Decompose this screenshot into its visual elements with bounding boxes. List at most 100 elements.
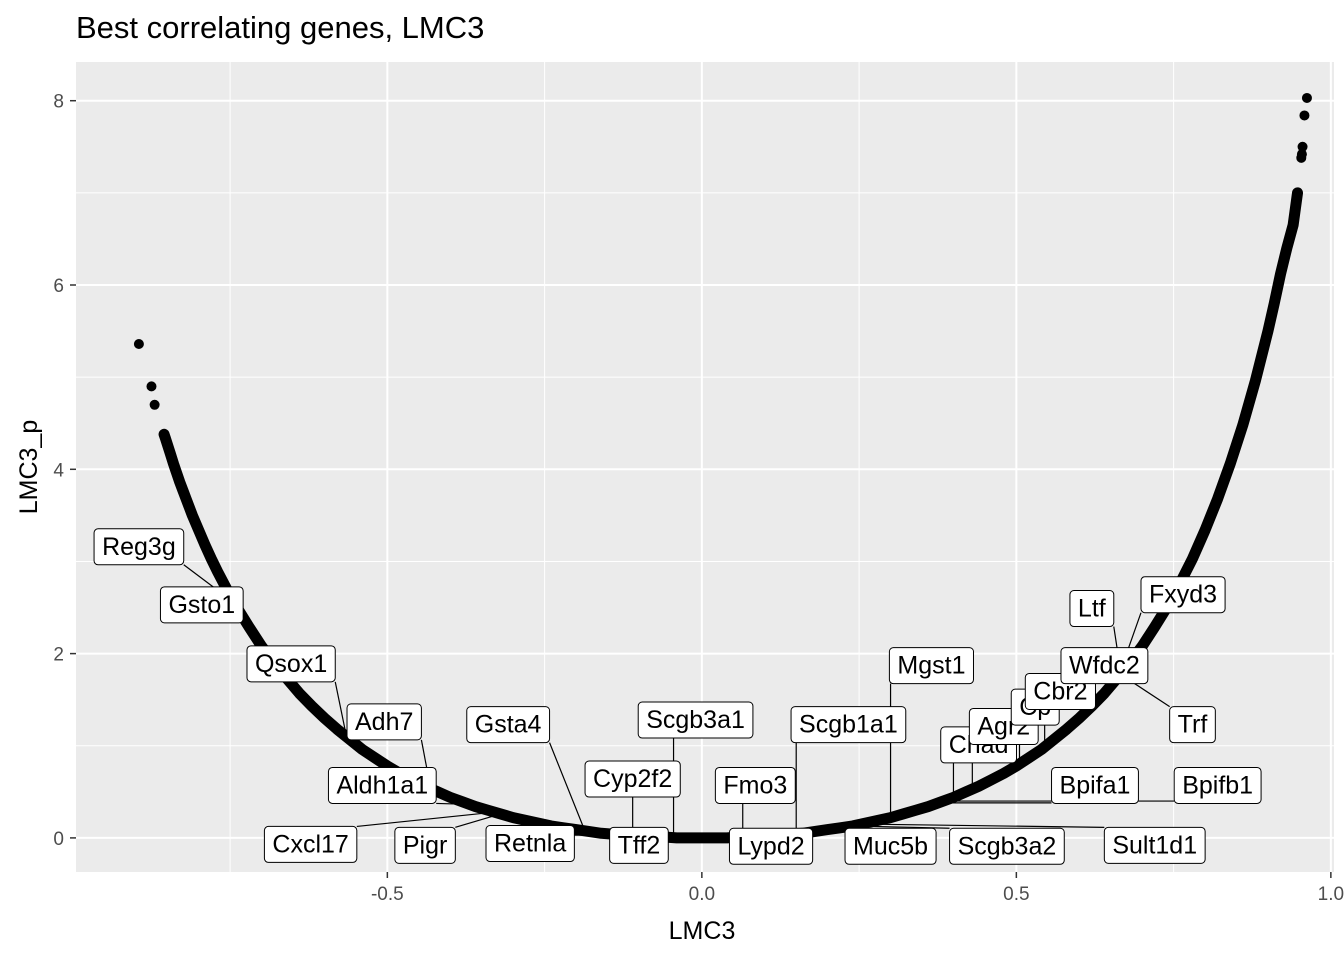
gene-label-ltf: Ltf (1069, 590, 1115, 628)
gene-label-lypd2: Lypd2 (728, 827, 814, 865)
data-point (508, 812, 519, 823)
data-point (1011, 761, 1022, 772)
gene-label-text: Cyp2f2 (593, 765, 672, 793)
gene-label-box (346, 703, 422, 741)
gene-label-box (1069, 590, 1115, 628)
data-point (133, 338, 144, 349)
gene-label-text: Scgb3a1 (646, 706, 745, 734)
data-point (193, 525, 204, 536)
gene-label-cxcl17: Cxcl17 (263, 825, 358, 863)
gene-label-text: Sult1d1 (1112, 831, 1197, 859)
gene-label-text: Reg3g (102, 533, 176, 561)
gene-label-trf: Trf (1169, 706, 1216, 744)
data-point (306, 701, 317, 712)
gene-label-text: Scgb1a1 (799, 711, 898, 739)
data-point (1296, 149, 1307, 160)
gene-label-text: Qsox1 (255, 650, 327, 678)
gene-label-box (637, 701, 754, 739)
gene-label-box (159, 586, 244, 624)
gene-label-text: Gsto1 (168, 591, 235, 619)
gene-label-retnla: Retnla (485, 825, 575, 863)
gene-label-box (1060, 647, 1149, 685)
data-point (1200, 525, 1211, 536)
data-point (520, 815, 531, 826)
gene-label-box (790, 706, 907, 744)
label-segment (356, 810, 504, 828)
gene-label-tff2: Tff2 (609, 826, 669, 864)
gene-label-box (327, 766, 437, 804)
data-point (1187, 553, 1198, 564)
data-point (218, 578, 229, 589)
data-point (709, 832, 720, 843)
gene-label-reg3g: Reg3g (93, 528, 185, 566)
x-axis-title: LMC3 (669, 917, 736, 945)
data-point (1301, 92, 1312, 103)
x-tick-label: 0.5 (1003, 884, 1029, 905)
gene-label-gsta4: Gsta4 (466, 706, 551, 744)
data-point (1281, 243, 1292, 254)
data-point (1269, 298, 1280, 309)
gene-label-scgb3a1: Scgb3a1 (637, 701, 754, 739)
gene-label-box (1103, 826, 1206, 864)
gene-label-text: Retnla (494, 830, 566, 858)
label-segment (242, 622, 253, 628)
data-point (596, 828, 607, 839)
gene-label-box (1051, 766, 1139, 804)
data-point (1036, 744, 1047, 755)
label-segment (455, 811, 508, 828)
data-point (1099, 688, 1110, 699)
data-point (696, 832, 707, 843)
gene-label-text: Fmo3 (723, 771, 787, 799)
data-point (1275, 268, 1286, 279)
data-point (165, 448, 176, 459)
gene-label-gsto1: Gsto1 (159, 586, 244, 624)
data-point (1250, 375, 1261, 386)
data-point (1237, 420, 1248, 431)
gene-label-box (1140, 576, 1226, 614)
gene-label-box (246, 645, 336, 683)
y-tick-label: 8 (53, 92, 64, 113)
data-point (174, 477, 185, 488)
label-segment (549, 742, 587, 833)
data-point (171, 467, 182, 478)
gene-label-adh7: Adh7 (346, 703, 422, 741)
data-point (923, 801, 934, 812)
gene-label-box (584, 760, 681, 798)
gene-label-qsox1: Qsox1 (246, 645, 336, 683)
data-point (872, 815, 883, 826)
gene-label-text: Adh7 (355, 708, 413, 736)
label-segment (436, 802, 485, 806)
y-tick-label: 2 (53, 645, 64, 666)
data-point (898, 808, 909, 819)
data-point (149, 399, 160, 410)
data-point (1297, 141, 1308, 152)
gene-label-box (728, 827, 814, 865)
data-point (457, 796, 468, 807)
gene-label-sult1d1: Sult1d1 (1103, 826, 1206, 864)
gene-label-text: Scgb3a2 (958, 832, 1057, 860)
data-point (671, 832, 682, 843)
x-tick-label: -0.5 (371, 884, 404, 905)
data-point (1291, 197, 1302, 208)
data-point (1292, 187, 1303, 198)
data-point (998, 768, 1009, 779)
data-point (168, 458, 179, 469)
data-point (160, 432, 171, 443)
y-tick-label: 6 (53, 276, 64, 297)
gene-label-text: Mgst1 (897, 652, 965, 680)
data-point (294, 688, 305, 699)
data-point (1225, 458, 1236, 469)
data-point (1149, 621, 1160, 632)
data-point (973, 781, 984, 792)
gene-label-box (888, 647, 974, 685)
gene-label-bpifb1: Bpifb1 (1173, 766, 1262, 804)
data-point (369, 752, 380, 763)
data-point (1061, 724, 1072, 735)
chart-title: Best correlating genes, LMC3 (76, 10, 485, 45)
gene-label-box (1169, 706, 1216, 744)
data-point (1023, 752, 1034, 763)
gene-label-text: Bpifa1 (1060, 771, 1131, 799)
gene-label-pigr: Pigr (394, 826, 456, 864)
gene-labels: Reg3g Gsto1 Qsox1 Adh7 Gsta4 Aldh1a1 Cxcl17 Pig… (93, 528, 1262, 865)
gene-label-box (93, 528, 185, 566)
